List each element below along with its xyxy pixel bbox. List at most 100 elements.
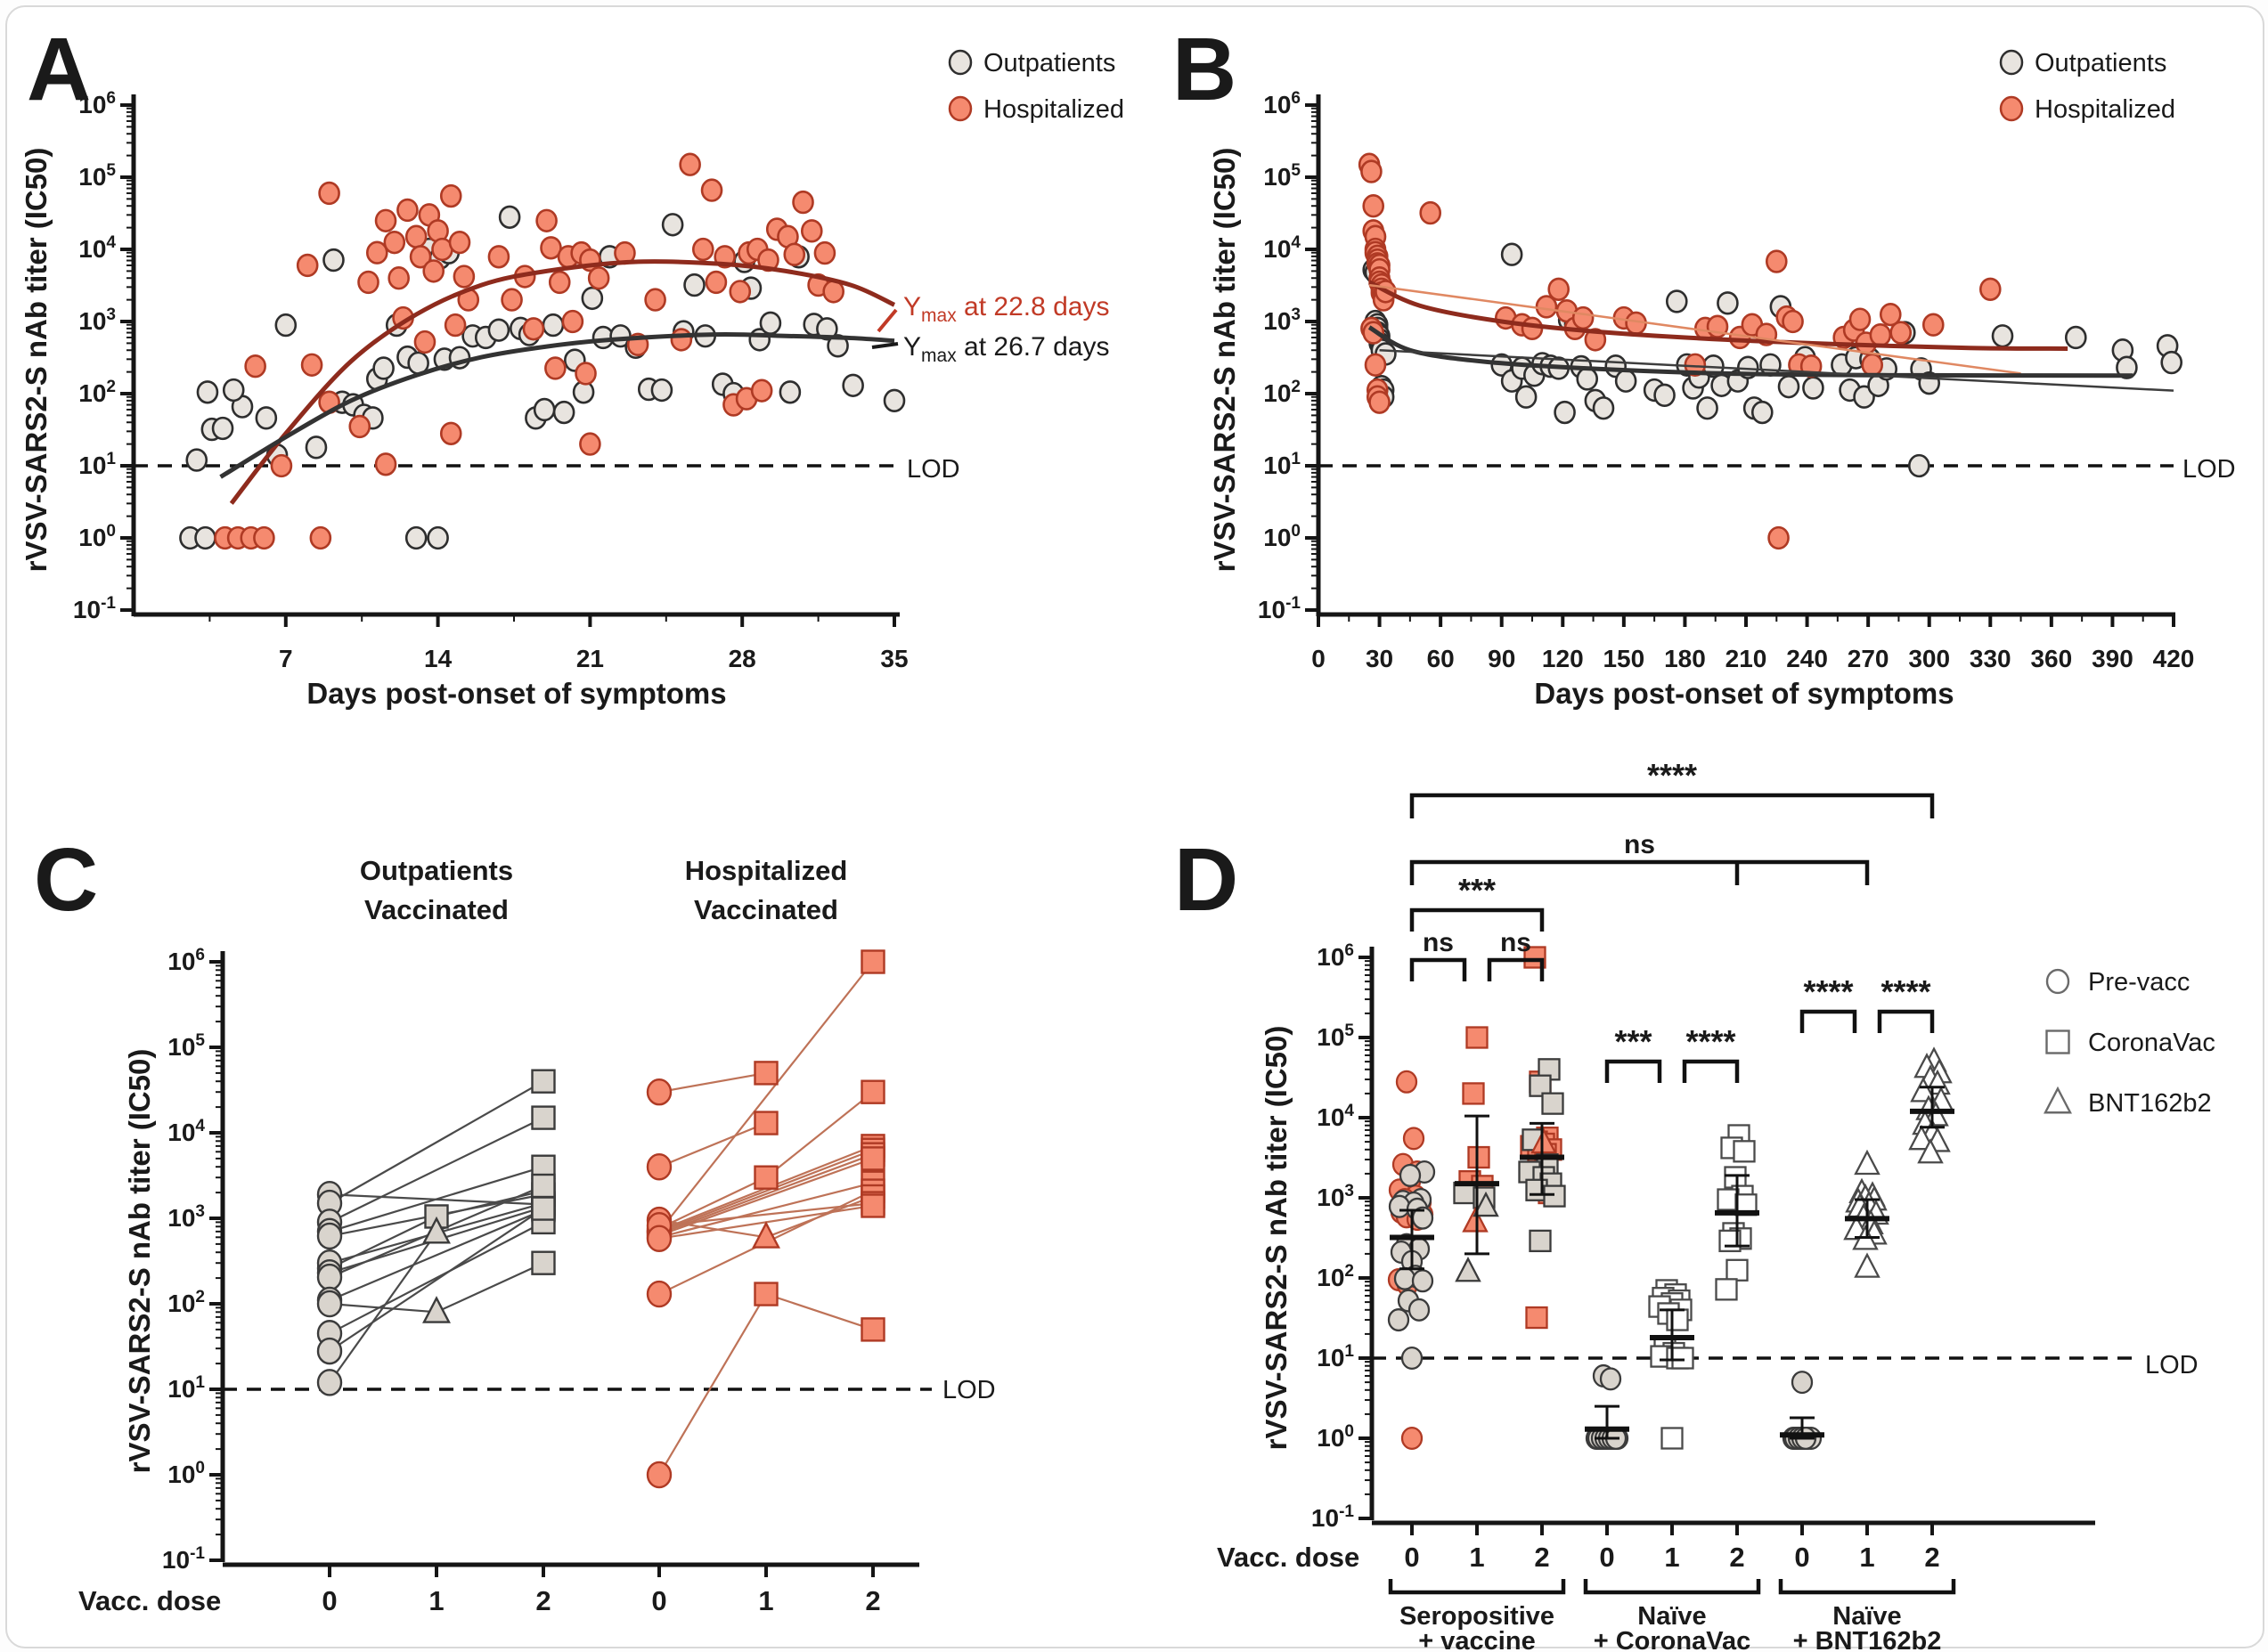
pair-line [329,1215,437,1270]
y-axis-title: rVSV-SARS2-S nAb titer (IC50) [123,1049,156,1474]
grouped-point [1395,1070,1418,1094]
dose-tick-label: 2 [535,1585,551,1616]
grouped-point [1530,1127,1557,1154]
group-label-line1: Seropositive [1399,1602,1554,1631]
point-Hospitalized [691,237,714,262]
grouped-point [1529,1229,1552,1253]
y-tick-label: 102 [78,378,116,407]
point-Outpatients [274,313,298,338]
group-label-line2: + BNT162b2 [1793,1627,1942,1652]
paired-point [422,1296,451,1323]
y-axis-title: rVSV-SARS2-S nAb titer (IC50) [20,148,53,573]
pair-line [329,1221,544,1335]
point-Outpatients [498,205,521,229]
point-Outpatients [255,406,278,430]
point-Outpatients [542,313,565,338]
x-tick-label: 60 [1427,645,1455,672]
point-Outpatients [552,400,575,425]
vacc-dose-row-label: Vacc. dose [1217,1542,1359,1573]
group-label-line1: Naïve [1832,1602,1901,1631]
point-Outpatients [883,388,906,413]
sig-bracket [1487,957,1545,981]
grouped-point [1473,1191,1499,1217]
point-Hospitalized [270,453,293,478]
sig-bracket [1877,1009,1935,1033]
legend-label: Hospitalized [983,95,1124,124]
grouped-point [1725,1258,1749,1282]
point-Hospitalized [1978,277,2002,301]
point-Hospitalized [413,330,436,354]
y-tick-label: 106 [1317,941,1354,971]
group-label-line2: + vaccine [1418,1627,1535,1652]
pair-line [658,961,874,1233]
x-tick-label: 240 [1786,645,1828,672]
point-Outpatients [404,525,428,550]
grouped-point [1525,1306,1548,1330]
point-Outpatients [779,380,802,404]
y-tick-label: 100 [1317,1422,1354,1452]
pair-line [329,1080,544,1205]
point-Hospitalized [1767,525,1790,550]
point-Hospitalized [579,432,601,456]
grouped-point [1462,1082,1485,1105]
point-Hospitalized [544,356,567,380]
sig-label: ns [1500,928,1531,957]
dose-tick-label: 0 [1404,1542,1419,1573]
y-tick-label: 104 [78,233,116,263]
point-Outpatients [1576,367,1599,391]
point-Outpatients [827,334,849,358]
pair-line [658,1071,767,1094]
point-Outpatients [1500,242,1523,266]
point-Hospitalized [1921,313,1945,337]
paired-point [316,1290,343,1318]
pair-line [329,1208,544,1302]
dose-tick-label: 0 [322,1585,337,1616]
point-Outpatients [222,378,245,403]
x-tick-label: 7 [279,645,293,672]
point-Hospitalized [1765,249,1788,273]
point-Outpatients [305,435,328,460]
point-Hospitalized [750,378,773,403]
point-Outpatients [372,356,395,380]
vacc-dose-row-label: Vacc. dose [78,1585,221,1616]
point-Hospitalized [1869,322,1892,347]
paired-point [531,1250,556,1275]
sig-bracket [1409,957,1467,981]
point-Hospitalized [575,362,597,386]
grouped-point [1467,1145,1490,1169]
paired-point [861,1193,885,1218]
x-tick-label: 120 [1542,645,1584,672]
grouped-point [1393,1266,1416,1290]
y-tick-label: 106 [167,946,205,975]
y-tick-label: 106 [78,89,116,118]
point-Outpatients [185,448,208,472]
grouped-point [1599,1367,1622,1391]
dose-tick-label: 2 [865,1585,880,1616]
lod-label: LOD [2182,455,2236,484]
point-Hospitalized [1889,321,1913,345]
point-Hospitalized [535,208,558,232]
point-Hospitalized [670,328,693,352]
point-Hospitalized [1571,305,1595,330]
fit-curve-Hospitalized linear fit [1368,283,2021,375]
grouped-point [1402,1127,1425,1151]
paired-point [316,1263,343,1291]
group-bracket [1778,1579,1956,1595]
panel-letter-C: C [34,830,99,930]
dose-tick-label: 1 [428,1585,444,1616]
legend-swatch-Hospitalized [1999,95,2024,122]
point-Hospitalized [501,288,523,312]
annotation-tick [877,308,898,333]
dose-tick-label: 2 [1534,1542,1549,1573]
x-tick-label: 330 [1970,645,2011,672]
point-Hospitalized [365,240,388,264]
pair-line [436,1262,544,1314]
y-tick-label: 104 [1317,1102,1354,1131]
point-Outpatients [1853,385,1875,409]
y-tick-label: 104 [1263,233,1301,263]
point-Hospitalized [388,266,410,290]
point-Outpatients [194,525,216,550]
paired-point [531,1105,556,1130]
pair-line [329,1232,437,1384]
